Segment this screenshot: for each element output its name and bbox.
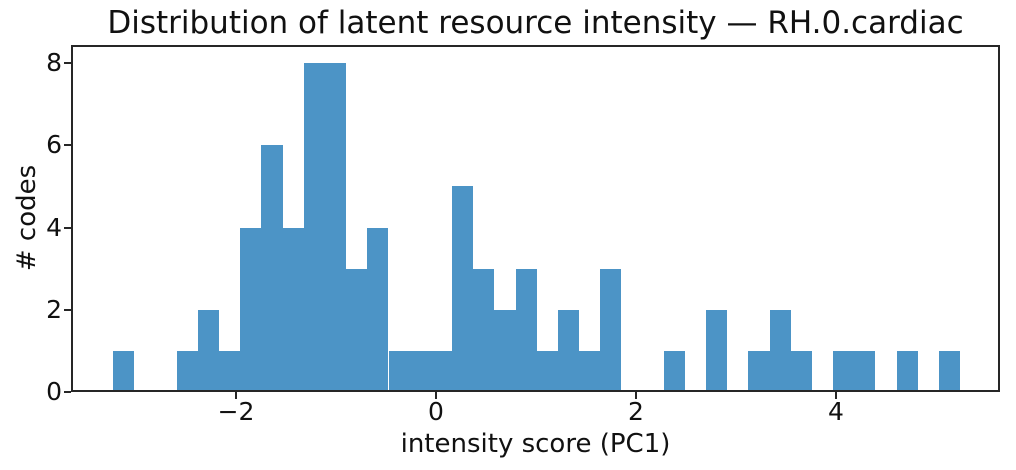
- y-tick-mark: [64, 62, 71, 65]
- histogram-bar: [282, 227, 304, 392]
- plot-area: [71, 45, 1000, 392]
- x-tick-mark: [235, 392, 237, 399]
- histogram-bar: [663, 350, 685, 392]
- y-tick-label: 6: [46, 130, 62, 160]
- histogram-bar: [261, 145, 283, 392]
- y-tick-label: 0: [46, 377, 62, 406]
- histogram-bar: [409, 350, 431, 392]
- histogram-bar: [197, 309, 220, 392]
- histogram-bar: [494, 309, 516, 392]
- histogram-bar: [240, 227, 262, 392]
- x-axis-label: intensity score (PC1): [400, 429, 671, 459]
- chart-title: Distribution of latent resource intensit…: [107, 5, 964, 41]
- x-tick-label: 2: [628, 397, 644, 426]
- y-tick-mark: [64, 226, 71, 229]
- histogram-bar: [896, 350, 918, 392]
- histogram-bar: [600, 268, 622, 392]
- histogram-bar: [473, 268, 495, 392]
- y-tick-mark: [64, 308, 71, 311]
- y-tick-mark: [64, 391, 71, 393]
- histogram-bar: [388, 350, 410, 392]
- histogram-bar: [557, 309, 580, 392]
- histogram-bar: [579, 350, 601, 392]
- histogram-bar: [790, 350, 812, 392]
- y-tick-label: 4: [46, 212, 62, 242]
- histogram-bar: [303, 63, 325, 392]
- histogram-bar: [536, 350, 558, 392]
- histogram-bar: [833, 350, 855, 392]
- histogram-bar: [325, 63, 347, 392]
- histogram-bar: [113, 350, 135, 392]
- histogram-bar: [748, 350, 770, 392]
- x-tick-mark: [435, 392, 437, 399]
- y-tick-label: 8: [46, 48, 62, 78]
- x-tick-mark: [835, 392, 837, 399]
- histogram-bar: [367, 227, 389, 392]
- histogram-bar: [176, 350, 198, 392]
- x-tick-label: 0: [428, 397, 444, 426]
- histogram-bar: [430, 350, 452, 392]
- histogram-bar: [452, 186, 474, 392]
- x-tick-label: 4: [828, 397, 844, 426]
- histogram-bar: [515, 268, 537, 392]
- histogram-bar: [938, 350, 961, 392]
- histogram-bar: [854, 350, 876, 392]
- histogram-bar: [706, 309, 728, 392]
- histogram-bar: [346, 268, 368, 392]
- histogram-bar: [769, 309, 791, 392]
- x-tick-label: −2: [217, 397, 255, 426]
- histogram-bar: [219, 350, 241, 392]
- y-tick-mark: [64, 144, 71, 147]
- x-tick-mark: [635, 392, 637, 399]
- y-tick-label: 2: [46, 294, 62, 324]
